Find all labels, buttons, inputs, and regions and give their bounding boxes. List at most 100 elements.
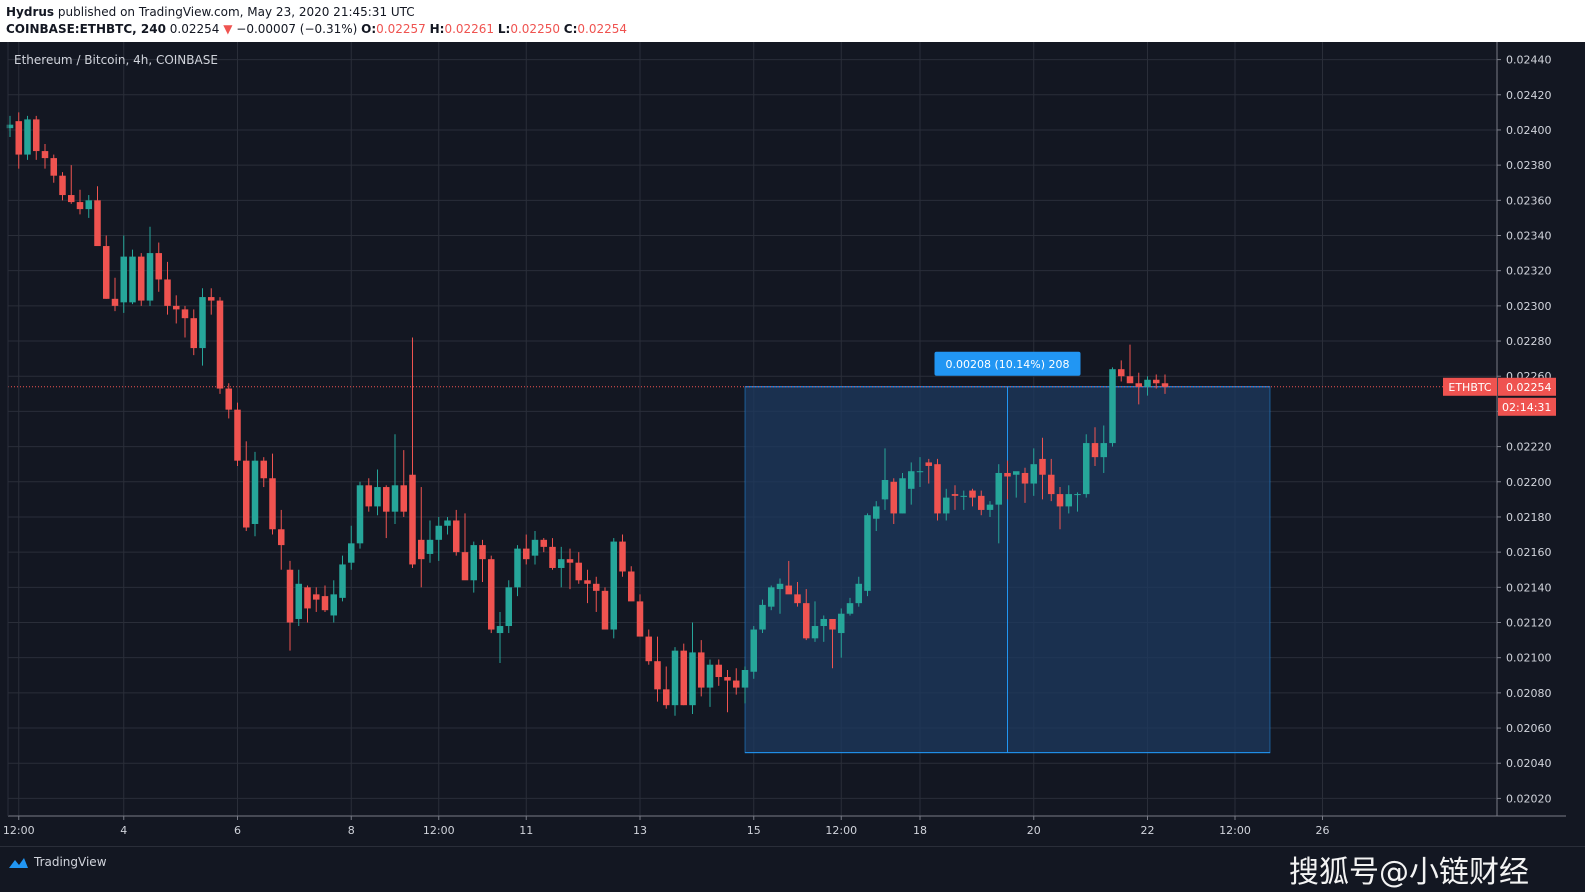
candle-body[interactable] — [321, 596, 329, 611]
candle-body[interactable] — [540, 539, 548, 547]
candle-body[interactable] — [969, 490, 976, 498]
candle-body[interactable] — [1118, 369, 1125, 377]
candle-body[interactable] — [873, 506, 880, 519]
candle-body[interactable] — [925, 462, 933, 466]
candle-body[interactable] — [111, 298, 119, 306]
candle-body[interactable] — [951, 494, 959, 496]
candle-body[interactable] — [269, 478, 276, 530]
candle-body[interactable] — [1074, 494, 1081, 496]
candle-body[interactable] — [724, 677, 731, 681]
candle-body[interactable] — [654, 661, 661, 690]
candle-body[interactable] — [610, 541, 618, 630]
candle-body[interactable] — [838, 613, 845, 634]
candle-body[interactable] — [531, 539, 539, 556]
candle-body[interactable] — [400, 485, 408, 512]
candle-body[interactable] — [881, 480, 889, 500]
candle-body[interactable] — [1144, 379, 1151, 387]
candle-body[interactable] — [803, 603, 810, 639]
candle-body[interactable] — [278, 529, 285, 546]
candle-body[interactable] — [1100, 443, 1108, 458]
candle-body[interactable] — [33, 119, 40, 152]
candle-body[interactable] — [41, 151, 49, 159]
candle-body[interactable] — [348, 543, 355, 563]
candle-body[interactable] — [295, 583, 303, 619]
candle-body[interactable] — [794, 594, 801, 604]
candle-body[interactable] — [50, 158, 58, 176]
candle-body[interactable] — [943, 497, 950, 514]
candle-body[interactable] — [890, 481, 898, 514]
candle-body[interactable] — [1161, 383, 1169, 387]
candle-body[interactable] — [698, 652, 705, 688]
candle-body[interactable] — [776, 583, 784, 590]
candle-body[interactable] — [243, 460, 250, 528]
candle-body[interactable] — [251, 460, 259, 524]
candle-body[interactable] — [846, 603, 854, 614]
candle-body[interactable] — [995, 472, 1003, 505]
candle-body[interactable] — [1126, 376, 1134, 384]
candle-body[interactable] — [1039, 458, 1046, 475]
candle-body[interactable] — [715, 664, 723, 678]
candle-body[interactable] — [313, 594, 320, 600]
candle-body[interactable] — [864, 515, 871, 591]
candle-body[interactable] — [68, 195, 75, 203]
candle-body[interactable] — [208, 297, 215, 301]
candle-body[interactable] — [470, 545, 478, 581]
candle-body[interactable] — [706, 664, 714, 688]
candle-body[interactable] — [1004, 472, 1011, 477]
candle-body[interactable] — [1109, 369, 1116, 444]
candle-body[interactable] — [558, 559, 565, 568]
candle-body[interactable] — [1153, 379, 1160, 384]
candle-body[interactable] — [575, 562, 583, 581]
candle-body[interactable] — [619, 541, 626, 572]
candle-body[interactable] — [85, 200, 93, 210]
candle-body[interactable] — [584, 580, 591, 584]
candle-body[interactable] — [1030, 464, 1038, 484]
candle-body[interactable] — [225, 388, 233, 410]
candle-body[interactable] — [138, 256, 145, 301]
candle-body[interactable] — [593, 583, 600, 591]
publisher-name[interactable]: Hydrus — [6, 5, 55, 19]
candle-body[interactable] — [496, 626, 504, 634]
candle-body[interactable] — [120, 256, 128, 303]
candle-body[interactable] — [59, 175, 66, 196]
candle-body[interactable] — [146, 253, 154, 301]
candle-body[interactable] — [374, 487, 381, 507]
candle-body[interactable] — [514, 548, 521, 588]
candle-body[interactable] — [566, 559, 574, 563]
candle-body[interactable] — [365, 485, 373, 507]
candle-body[interactable] — [960, 495, 968, 497]
candle-body[interactable] — [164, 279, 171, 306]
candle-body[interactable] — [768, 587, 775, 607]
candle-body[interactable] — [1091, 443, 1099, 458]
candle-body[interactable] — [94, 200, 101, 247]
candle-body[interactable] — [155, 253, 163, 280]
candle-body[interactable] — [1083, 443, 1090, 495]
candle-body[interactable] — [330, 594, 338, 616]
candle-body[interactable] — [444, 520, 451, 526]
candle-body[interactable] — [750, 629, 758, 672]
candle-body[interactable] — [1056, 494, 1064, 507]
candle-body[interactable] — [15, 121, 23, 155]
candle-body[interactable] — [199, 297, 206, 349]
candle-body[interactable] — [785, 585, 793, 595]
candle-body[interactable] — [129, 256, 136, 303]
candle-body[interactable] — [418, 539, 425, 560]
candle-body[interactable] — [505, 587, 513, 627]
candle-body[interactable] — [356, 485, 364, 544]
candle-body[interactable] — [820, 618, 828, 627]
candle-body[interactable] — [628, 571, 635, 602]
candle-body[interactable] — [479, 545, 486, 560]
candle-body[interactable] — [741, 669, 749, 688]
candle-body[interactable] — [304, 587, 311, 609]
candle-body[interactable] — [391, 485, 399, 512]
candle-body[interactable] — [461, 552, 469, 581]
candle-body[interactable] — [409, 474, 416, 565]
candle-body[interactable] — [523, 548, 530, 560]
candle-body[interactable] — [1013, 471, 1020, 475]
candle-body[interactable] — [24, 119, 31, 155]
candle-body[interactable] — [978, 495, 985, 510]
candle-body[interactable] — [426, 539, 434, 554]
candle-body[interactable] — [1048, 474, 1055, 495]
candle-body[interactable] — [190, 318, 198, 349]
candle-body[interactable] — [1021, 472, 1029, 484]
